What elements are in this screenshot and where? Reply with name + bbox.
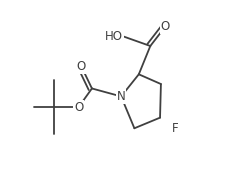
Text: O: O [74,100,83,114]
Text: N: N [117,90,125,103]
Text: HO: HO [105,30,123,43]
Text: O: O [77,60,86,73]
Text: O: O [161,20,170,33]
Text: F: F [172,122,178,135]
